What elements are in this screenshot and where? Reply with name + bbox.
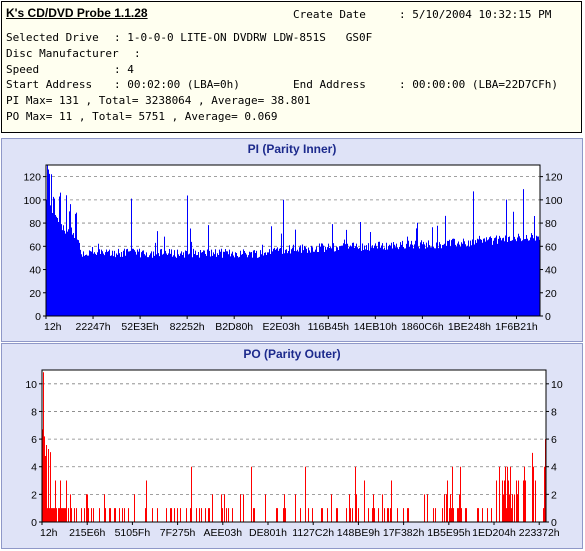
- end-address-label: End Address: [293, 78, 366, 91]
- y-tick-label-left: 4: [31, 462, 37, 474]
- x-tick-label: 12h: [40, 527, 58, 539]
- x-tick-label: E2E03h: [263, 321, 301, 333]
- x-tick-label: B2D80h: [215, 321, 253, 333]
- x-tick-label: DE801h: [249, 527, 287, 539]
- y-tick-label-left: 100: [23, 195, 41, 207]
- po-chart-panel: PO (Parity Outer) 0 0 2 2 4 4 6 6 8 8 10 10 12h 215E6…: [1, 343, 583, 549]
- speed-label: Speed: [6, 63, 40, 76]
- po-chart-title: PO (Parity Outer): [243, 347, 341, 361]
- speed-value: : 4: [114, 63, 134, 76]
- info-panel: K's CD/DVD Probe 1.1.28 Create Date : 5/…: [1, 1, 582, 133]
- x-tick-label: 82252h: [170, 321, 205, 333]
- x-tick-label: 1127C2h: [292, 527, 334, 539]
- y-tick-label-right: 6: [551, 434, 557, 446]
- y-tick-label-left: 0: [35, 311, 41, 323]
- create-date-label: Create Date: [293, 8, 366, 21]
- pi-summary: PI Max= 131 , Total= 3238064 , Average= …: [6, 94, 311, 107]
- x-tick-label: 17F382h: [383, 527, 425, 539]
- y-tick-label-left: 20: [29, 288, 41, 300]
- y-tick-label-left: 40: [29, 265, 41, 277]
- x-tick-label: 1B5E95h: [427, 527, 470, 539]
- pi-chart-title: PI (Parity Inner): [247, 142, 337, 156]
- y-tick-label-right: 0: [551, 517, 557, 529]
- y-tick-label-right: 2: [551, 489, 557, 501]
- y-tick-label-right: 80: [545, 218, 557, 230]
- x-tick-label: 5105Fh: [115, 527, 151, 539]
- y-tick-label-right: 40: [545, 265, 557, 277]
- po-chart: 0 0 2 2 4 4 6 6 8 8 10 10 12h 215E6h 5105Fh 7F275h AEE03…: [25, 369, 563, 539]
- y-tick-label-right: 120: [545, 172, 563, 184]
- x-tick-label: 223372h: [519, 527, 560, 539]
- y-tick-label-left: 2: [31, 489, 37, 501]
- plot-area: [42, 370, 546, 522]
- end-address-value: : 00:00:00 (LBA=22D7CFh): [399, 78, 558, 91]
- x-tick-label: AEE03h: [204, 527, 243, 539]
- x-tick-label: 22247h: [76, 321, 111, 333]
- pi-chart-panel: PI (Parity Inner) 0 0 20 20 40 40 60 60 80 80 100 1…: [1, 138, 583, 342]
- y-tick-label-right: 60: [545, 241, 557, 253]
- x-tick-label: 215E6h: [69, 527, 105, 539]
- y-tick-label-left: 60: [29, 241, 41, 253]
- y-tick-label-left: 0: [31, 517, 37, 529]
- x-tick-label: 148BE9h: [337, 527, 380, 539]
- y-tick-label-right: 8: [551, 406, 557, 418]
- start-address-value: : 00:02:00 (LBA=0h): [114, 78, 240, 91]
- y-tick-label-left: 80: [29, 218, 41, 230]
- disc-manufacturer-value: :: [134, 47, 141, 60]
- x-tick-label: 1BE248h: [448, 321, 491, 333]
- plot-frame: [45, 164, 541, 317]
- x-tick-label: 1860C6h: [401, 321, 444, 333]
- po-summary: PO Max= 11 , Total= 5751 , Average= 0.06…: [6, 110, 278, 123]
- disc-manufacturer-label: Disc Manufacturer: [6, 47, 119, 60]
- selected-drive-label: Selected Drive: [6, 31, 99, 44]
- y-tick-label-right: 20: [545, 288, 557, 300]
- start-address-label: Start Address: [6, 78, 93, 91]
- y-tick-label-right: 100: [545, 195, 563, 207]
- x-tick-label: 1F6B21h: [495, 321, 538, 333]
- y-tick-label-right: 0: [545, 311, 551, 323]
- y-tick-label-right: 4: [551, 462, 557, 474]
- x-tick-label: 116B45h: [308, 321, 349, 333]
- create-date-value: : 5/10/2004 10:32:15 PM: [399, 8, 552, 21]
- y-tick-label-right: 10: [551, 379, 563, 391]
- x-tick-label: 1ED204h: [472, 527, 516, 539]
- x-tick-label: 14EB10h: [354, 321, 397, 333]
- x-tick-label: 7F275h: [160, 527, 196, 539]
- y-tick-label-left: 8: [31, 406, 37, 418]
- app-title: K's CD/DVD Probe 1.1.28: [6, 6, 148, 20]
- pi-chart: 0 0 20 20 40 40 60 60 80 80 100 100 120 120 12h 22247h 5…: [23, 164, 563, 333]
- y-tick-label-left: 6: [31, 434, 37, 446]
- selected-drive-value: : 1-0-0-0 LITE-ON DVDRW LDW-851S GS0F: [114, 31, 373, 44]
- y-tick-label-left: 10: [25, 379, 37, 391]
- x-tick-label: 52E3Eh: [121, 321, 159, 333]
- x-tick-label: 12h: [44, 321, 62, 333]
- plot-frame: [41, 369, 547, 523]
- y-tick-label-left: 120: [23, 172, 41, 184]
